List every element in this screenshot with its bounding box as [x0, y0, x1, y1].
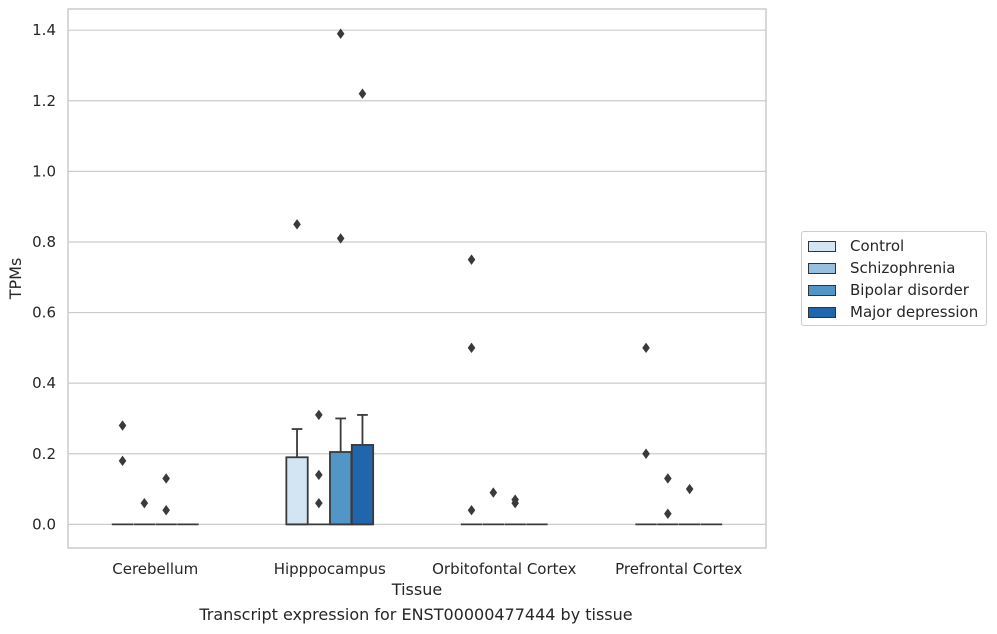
outlier-point — [162, 505, 170, 516]
outlier-point — [467, 254, 476, 265]
box — [329, 451, 353, 526]
outlier-point — [315, 497, 323, 509]
outlier-point — [642, 448, 650, 459]
plot-frame — [67, 8, 767, 549]
y-tick-label: 0.4 — [32, 374, 56, 392]
outlier-point — [511, 497, 519, 509]
legend-item-major-depression: Major depression — [808, 302, 978, 322]
outlier-point — [118, 420, 127, 431]
legend-swatch-bipolar-disorder — [808, 284, 836, 296]
y-tick-label: 1.2 — [32, 92, 56, 110]
outlier-point — [293, 219, 301, 230]
x-tick-label: Hipppocampus — [274, 560, 386, 578]
y-axis-label: TPMs — [6, 258, 25, 301]
outlier-point — [358, 88, 367, 99]
chart-caption: Transcript expression for ENST0000047744… — [199, 605, 633, 624]
outlier-point — [467, 342, 476, 354]
box — [285, 456, 309, 526]
outlier-point — [489, 487, 498, 498]
legend-label-bipolar-disorder: Bipolar disorder — [850, 281, 969, 299]
outlier-point — [336, 233, 345, 244]
outlier-point — [467, 505, 476, 516]
chart-legend: Control Schizophrenia Bipolar disorder M… — [801, 231, 987, 326]
legend-item-bipolar-disorder: Bipolar disorder — [808, 280, 969, 300]
outlier-point — [642, 342, 650, 354]
outlier-point — [336, 28, 345, 39]
legend-item-schizophrenia: Schizophrenia — [808, 258, 955, 278]
outlier-point — [140, 497, 149, 509]
legend-swatch-control — [808, 240, 836, 252]
outlier-point — [118, 455, 127, 467]
x-tick-label: Prefrontal Cortex — [615, 560, 742, 578]
legend-label-control: Control — [850, 237, 905, 255]
box — [350, 444, 375, 526]
legend-swatch-major-depression — [808, 306, 836, 318]
outlier-point — [685, 483, 694, 495]
outlier-point — [162, 473, 170, 484]
y-tick-label: 1.4 — [32, 21, 56, 39]
legend-label-schizophrenia: Schizophrenia — [850, 259, 956, 277]
y-tick-label: 0.8 — [32, 233, 56, 251]
x-tick-label: Orbitofontal Cortex — [432, 560, 576, 578]
y-tick-label: 0.6 — [32, 304, 56, 322]
outlier-point — [664, 508, 672, 519]
x-axis-label: Tissue — [391, 580, 442, 599]
legend-label-major-depression: Major depression — [850, 303, 979, 321]
outlier-point — [315, 469, 323, 481]
legend-swatch-schizophrenia — [808, 262, 836, 274]
y-tick-label: 1.0 — [32, 162, 56, 180]
outlier-point — [315, 409, 323, 421]
y-tick-label: 0.0 — [32, 515, 56, 533]
y-tick-label: 0.2 — [32, 445, 56, 463]
outlier-point — [664, 473, 672, 484]
x-tick-label: Cerebellum — [112, 560, 198, 578]
legend-item-control: Control — [808, 236, 904, 256]
